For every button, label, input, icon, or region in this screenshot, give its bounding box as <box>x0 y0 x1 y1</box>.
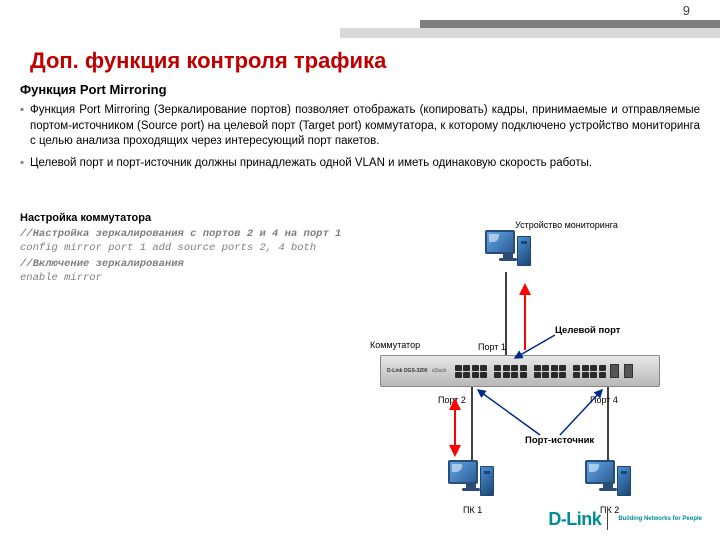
network-diagram: Устройство мониторинга D-Link DGS-3200 x… <box>0 200 720 540</box>
bullet-item: Целевой порт и порт-источник должны прин… <box>20 156 700 172</box>
logo-separator <box>607 508 608 530</box>
header-bar <box>420 20 720 28</box>
logo-tagline: Building Networks for People <box>618 516 702 523</box>
header-bar-light <box>340 28 720 38</box>
body-content: Функция Port Mirroring Функция Port Mirr… <box>20 82 700 177</box>
diagram-lines <box>0 200 720 540</box>
page-title: Доп. функция контроля трафика <box>30 48 386 74</box>
brand-logo: D-Link Building Networks for People <box>548 508 702 530</box>
logo-text: D-Link <box>548 509 601 530</box>
bullet-item: Функция Port Mirroring (Зеркалирование п… <box>20 103 700 150</box>
page-number: 9 <box>683 3 690 18</box>
subtitle: Функция Port Mirroring <box>20 82 700 97</box>
